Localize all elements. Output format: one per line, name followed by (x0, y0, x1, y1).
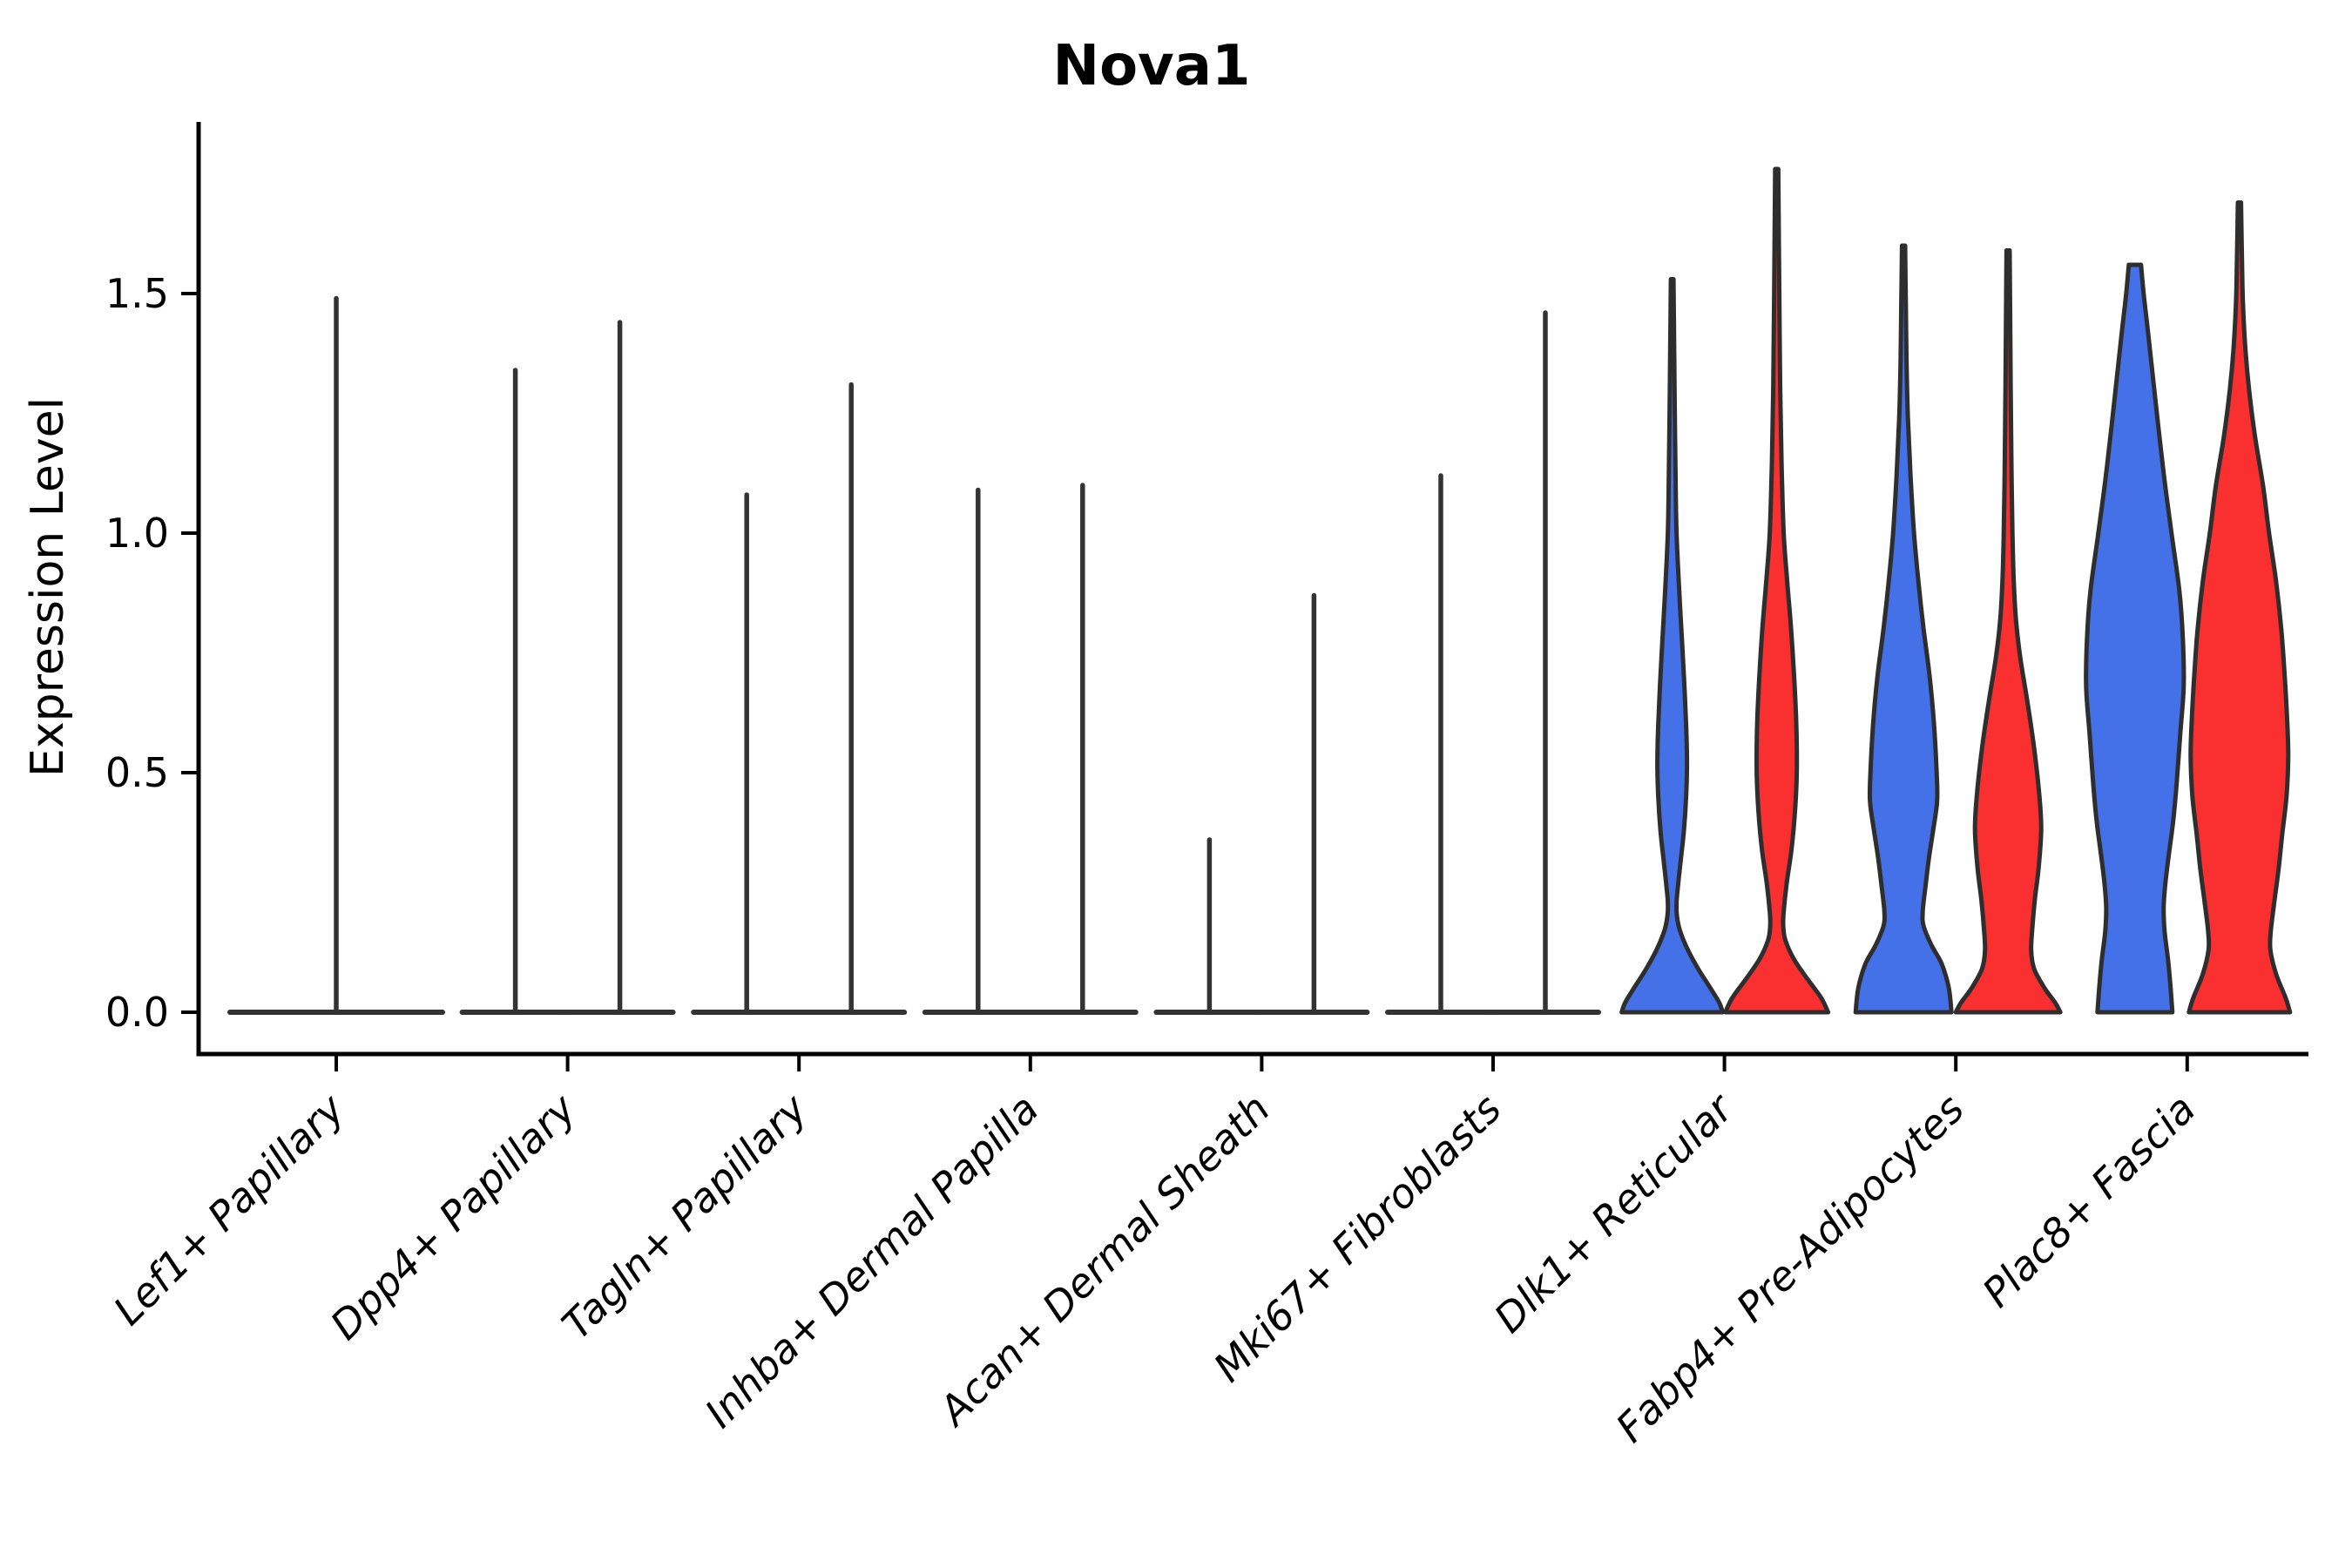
y-tick-label: 1.0 (105, 510, 169, 557)
violin-dlk1-reticular-left-violin (1619, 277, 1726, 1015)
y-tick-label: 1.5 (105, 270, 169, 317)
y-tick-label: 0.0 (105, 989, 169, 1036)
y-axis-label: Expression Level (22, 397, 74, 777)
violin-plac8-fascia-right-violin (2186, 200, 2293, 1015)
chart-title: Nova1 (1053, 34, 1251, 98)
y-ticks-layer: 0.0 0.5 1.0 1.5 (105, 270, 199, 1036)
violin-fabp4-pre-adipocytes-right-violin (1953, 248, 2063, 1015)
violins-layer (227, 166, 2293, 1015)
violin-plac8-fascia-left-violin (2084, 262, 2186, 1015)
violin-dlk1-reticular-right-violin (1723, 166, 1831, 1015)
violin-fabp4-pre-adipocytes-left-violin (1853, 243, 1954, 1015)
y-tick-label: 0.5 (105, 749, 169, 796)
